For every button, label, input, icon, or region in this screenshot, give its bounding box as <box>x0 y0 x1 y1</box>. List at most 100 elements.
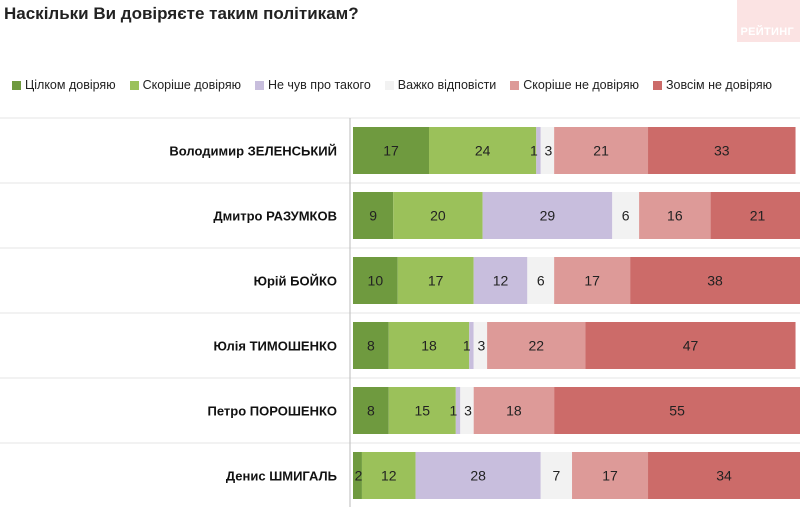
bar-segment <box>554 127 649 174</box>
legend-item-hard-to-say: Важко відповісти <box>384 78 497 92</box>
bar-segment <box>353 257 398 304</box>
bar-segment <box>473 322 488 369</box>
data-label: 8 <box>367 403 375 419</box>
bar-segment <box>469 322 474 369</box>
legend-label: Не чув про такого <box>267 78 371 92</box>
bar-segment <box>536 127 541 174</box>
legend-item-fully-distrust: Зовсім не довіряю <box>653 78 772 92</box>
data-label: 7 <box>552 468 560 484</box>
category-label: Денис ШМИГАЛЬ <box>226 469 337 484</box>
data-label: 3 <box>477 338 485 354</box>
bar-segment <box>554 257 631 304</box>
legend-swatch <box>254 80 264 90</box>
category-label: Юрій БОЙКО <box>254 274 337 289</box>
bar-segment <box>428 127 537 174</box>
bar-segment <box>630 257 800 304</box>
data-label: 6 <box>622 208 630 224</box>
bar-segment <box>397 257 474 304</box>
legend-item-rather-distrust: Скоріше не довіряю <box>510 78 639 92</box>
data-label: 17 <box>383 143 399 159</box>
bar-segment <box>353 387 389 434</box>
legend-label: Скоріше довіряю <box>142 78 241 92</box>
bar-segment <box>554 387 800 434</box>
legend-swatch <box>653 80 662 90</box>
bar-segment <box>482 192 613 239</box>
chart-title: Наскільки Ви довіряєте таким політикам? <box>4 4 359 23</box>
data-label: 17 <box>428 273 444 289</box>
data-label: 1 <box>449 403 457 419</box>
bar-segment <box>572 452 649 499</box>
data-label: 47 <box>683 338 699 354</box>
data-label: 12 <box>381 468 397 484</box>
data-label: 3 <box>464 403 472 419</box>
legend-label: Цілком довіряю <box>25 78 116 92</box>
bar-segment <box>353 452 362 499</box>
legend-swatch <box>384 80 394 90</box>
data-label: 34 <box>716 468 732 484</box>
data-label: 24 <box>475 143 491 159</box>
logo-text: РЕЙТИНГ <box>740 26 794 38</box>
data-label: 17 <box>602 468 618 484</box>
legend-label: Важко відповісти <box>397 78 497 92</box>
bar-segment <box>585 322 796 369</box>
data-label: 20 <box>430 208 446 224</box>
bar-segment <box>353 127 429 174</box>
bar-segment <box>487 322 586 369</box>
data-label: 55 <box>669 403 685 419</box>
data-label: 21 <box>593 143 609 159</box>
data-label: 3 <box>545 143 553 159</box>
bar-segment <box>612 192 640 239</box>
data-label: 6 <box>537 273 545 289</box>
legend-item-fully-trust: Цілком довіряю <box>12 78 116 92</box>
bar-segment <box>353 322 389 369</box>
category-label: Володимир ЗЕЛЕНСЬКИЙ <box>169 144 337 159</box>
data-label: 22 <box>528 338 544 354</box>
rating-logo: РЕЙТИНГ <box>737 0 800 42</box>
bar-segment <box>639 192 711 239</box>
bar-segment <box>473 387 555 434</box>
bar-segment <box>361 452 416 499</box>
legend-swatch <box>510 80 520 90</box>
chart-legend: Цілком довіряю Скоріше довіряю Не чув пр… <box>12 76 786 94</box>
bar-segment <box>455 387 461 434</box>
bar-segment <box>388 387 456 434</box>
bar-segment <box>353 192 394 239</box>
bar-segment <box>393 192 483 239</box>
data-label: 12 <box>493 273 509 289</box>
legend-item-never-heard: Не чув про такого <box>254 78 371 92</box>
data-label: 15 <box>414 403 430 419</box>
data-label: 9 <box>369 208 377 224</box>
legend-item-rather-trust: Скоріше довіряю <box>129 78 241 92</box>
data-label: 16 <box>667 208 683 224</box>
bar-segment <box>388 322 470 369</box>
data-label: 29 <box>540 208 556 224</box>
data-label: 21 <box>750 208 766 224</box>
legend-swatch <box>129 80 139 90</box>
bar-segment <box>648 452 800 499</box>
data-label: 28 <box>470 468 486 484</box>
bar-segment <box>540 452 573 499</box>
data-label: 8 <box>367 338 375 354</box>
category-label: Петро ПОРОШЕНКО <box>208 404 338 419</box>
data-label: 17 <box>584 273 600 289</box>
data-label: 2 <box>355 468 363 484</box>
data-label: 1 <box>530 143 538 159</box>
category-label: Юлія ТИМОШЕНКО <box>213 339 337 354</box>
data-label: 38 <box>707 273 723 289</box>
bar-segment <box>527 257 555 304</box>
data-label: 1 <box>463 338 471 354</box>
legend-swatch <box>12 80 21 90</box>
bar-segment <box>648 127 796 174</box>
data-label: 10 <box>368 273 384 289</box>
category-label: Дмитро РАЗУМКОВ <box>213 209 337 224</box>
legend-label: Скоріше не довіряю <box>523 78 639 92</box>
bar-segment <box>460 387 474 434</box>
legend-label: Зовсім не довіряю <box>666 78 773 92</box>
bar-segment <box>710 192 800 239</box>
data-label: 18 <box>506 403 522 419</box>
data-label: 18 <box>421 338 437 354</box>
data-label: 33 <box>714 143 730 159</box>
bar-segment <box>473 257 528 304</box>
bar-segment <box>415 452 541 499</box>
